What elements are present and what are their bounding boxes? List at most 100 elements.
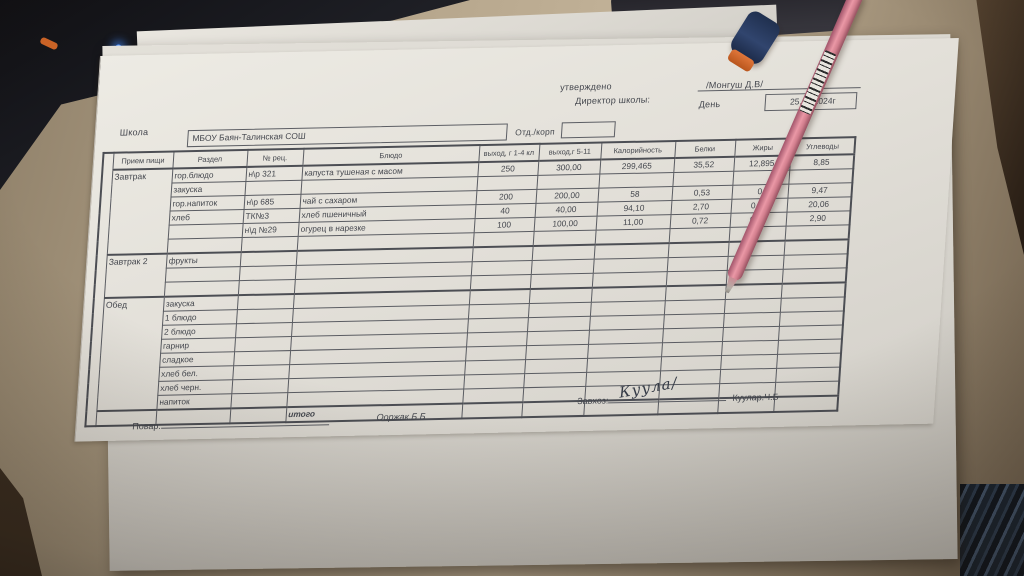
table-cell (784, 224, 850, 241)
cook-name: Ооржак.Б.Б (376, 411, 426, 423)
table-cell (720, 354, 778, 370)
table-cell (235, 322, 292, 338)
column-header: № рец. (246, 148, 304, 167)
table-cell: 40 (474, 203, 536, 219)
section-label: Обед (96, 296, 164, 412)
column-header: Прием пищи (112, 151, 174, 170)
table-cell (462, 387, 524, 404)
table-cell (662, 327, 723, 343)
table-cell: напиток (156, 393, 232, 410)
table-cell (463, 373, 525, 389)
table-cell: 250 (477, 160, 539, 177)
director-label: Директор школы: (574, 94, 651, 107)
table-cell (230, 392, 288, 409)
table-cell (776, 353, 842, 369)
table-cell (465, 345, 527, 361)
table-cell (466, 317, 528, 333)
table-cell (723, 298, 781, 314)
table-cell: 200 (475, 189, 537, 205)
table-cell (780, 282, 846, 299)
table-cell (528, 287, 592, 304)
dept-label: Отд./корп (514, 126, 556, 138)
table-cell: н\р 685 (243, 194, 301, 210)
table-cell (593, 243, 669, 260)
menu-table: Прием пищи Раздел № рец. Блюдо выход, г 1-4 … (84, 136, 857, 428)
table-cell (778, 310, 844, 327)
table-cell (781, 267, 847, 284)
table-cell (468, 289, 530, 305)
day-label: День (698, 99, 721, 110)
table-cell: 0,72 (669, 213, 731, 229)
table-cell (524, 358, 588, 374)
table-cell (722, 312, 780, 328)
table-cell: 299,465 (599, 157, 675, 175)
table-cell (235, 308, 293, 324)
column-header: выход,г 5-11 (538, 142, 602, 161)
school-label: Школа (119, 126, 149, 138)
table-cell (777, 325, 843, 341)
table-cell (523, 372, 587, 388)
table-cell (721, 340, 778, 356)
table-cell (231, 378, 289, 394)
table-cell (472, 231, 534, 248)
table-cell (719, 368, 777, 384)
table-cell (665, 270, 727, 287)
table-cell (724, 283, 782, 300)
table-cell: 2,70 (670, 199, 732, 215)
table-cell (530, 259, 594, 275)
column-header: Раздел (172, 149, 248, 169)
table-cell (527, 302, 591, 318)
table-cell (660, 355, 722, 371)
table-cell (238, 265, 296, 281)
table-cell (464, 359, 526, 375)
table-cell (782, 253, 848, 270)
table-cell (163, 280, 239, 297)
table-cell (234, 336, 292, 352)
table-cell (672, 171, 734, 187)
table-cell (536, 174, 600, 190)
column-header: выход, г 1-4 кл (478, 143, 540, 163)
section-label: Завтрак 2 (103, 253, 167, 298)
table-cell (662, 313, 724, 329)
table-cell (531, 244, 595, 261)
approved-label: утверждено (559, 81, 613, 93)
table-cell (666, 256, 728, 272)
steward-signature-line: Куула/ (608, 374, 727, 404)
table-cell (774, 381, 840, 397)
table-cell (240, 236, 298, 253)
carpet-pattern (960, 484, 1024, 576)
table-cell (661, 341, 723, 357)
table-cell: закуска (162, 295, 238, 312)
table-cell: 9,47 (787, 182, 853, 199)
table-cell (590, 286, 666, 303)
table-cell: 200,00 (535, 188, 599, 204)
table-cell (476, 175, 538, 191)
table-cell: 300,00 (537, 159, 601, 176)
table-cell: 40,00 (534, 202, 598, 218)
table-cell (722, 326, 779, 342)
director-name: /Монгуш Д.В/ (697, 77, 862, 92)
table-cell (466, 331, 527, 347)
section-label: Завтрак (106, 168, 173, 255)
table-cell (236, 293, 294, 310)
table-cell: фрукты (165, 252, 241, 269)
table-cell (668, 227, 730, 244)
column-header: Белки (674, 139, 736, 158)
table-cell: 2,90 (785, 210, 851, 227)
table-cell (667, 241, 729, 258)
table-cell (779, 296, 845, 313)
table-cell (166, 237, 242, 254)
table-cell (529, 273, 593, 290)
table-cell (775, 367, 841, 383)
table-cell: н\д №29 (241, 222, 299, 238)
steward-name: Куулар.Ч.Б (732, 391, 779, 403)
table-cell: 20,06 (786, 196, 852, 213)
table-cell (232, 364, 290, 380)
table-cell: ТК№3 (242, 208, 300, 224)
table-cell: 100,00 (533, 216, 597, 232)
table-cell (470, 260, 532, 276)
table-cell (663, 299, 725, 315)
table-cell: 35,52 (673, 156, 735, 173)
cook-label: Повар: (132, 415, 330, 431)
